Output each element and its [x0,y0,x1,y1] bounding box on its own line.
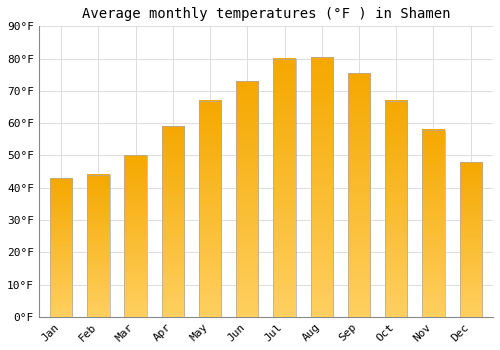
Bar [236,81,258,317]
Title: Average monthly temperatures (°F ) in Shamen: Average monthly temperatures (°F ) in Sh… [82,7,450,21]
Bar [87,175,110,317]
Bar [124,155,147,317]
Bar [199,100,222,317]
Bar [50,178,72,317]
Bar [385,100,407,317]
Bar [310,57,333,317]
Bar [274,58,295,317]
Bar [460,162,482,317]
Bar [348,73,370,317]
Bar [162,126,184,317]
Bar [422,130,444,317]
